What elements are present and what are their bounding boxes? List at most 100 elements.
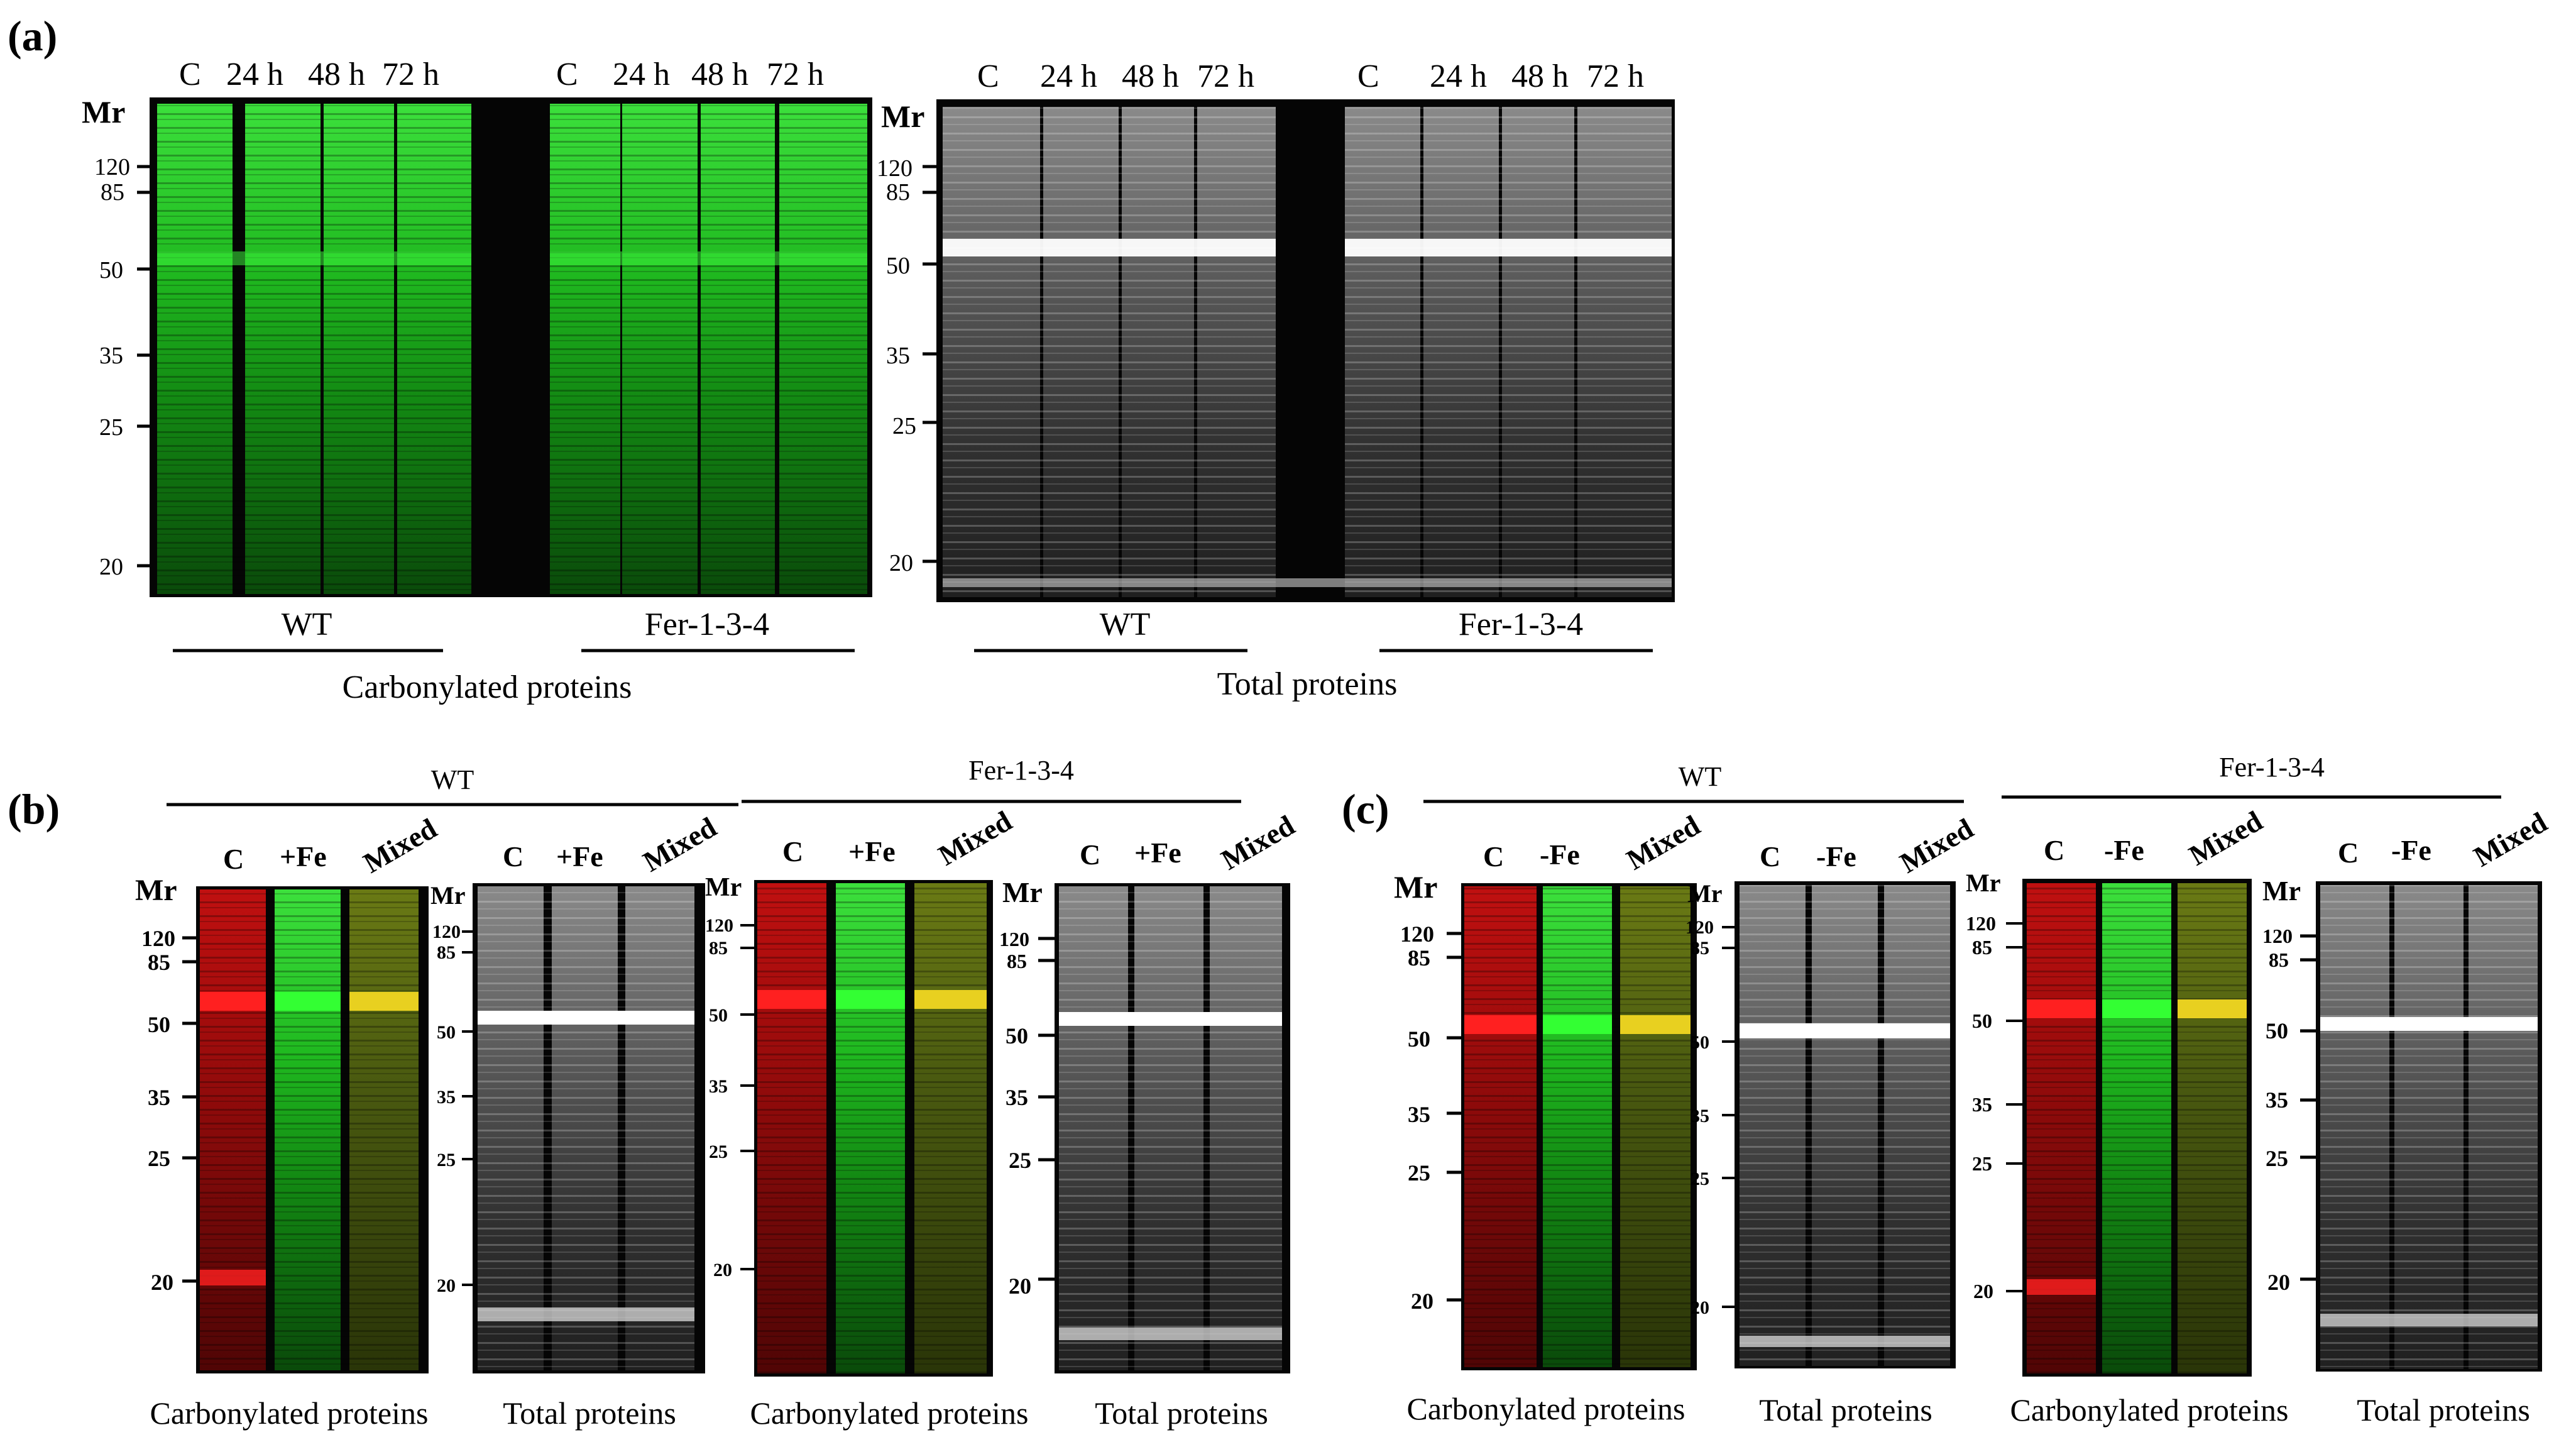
marker-label: 20	[2267, 1270, 2290, 1295]
marker-label: 25	[1408, 1160, 1430, 1186]
lane-label: 48 h	[1511, 58, 1569, 94]
marker-label: 25	[437, 1150, 456, 1170]
marker-label: 20	[437, 1275, 456, 1296]
lane-label: +Fe	[280, 840, 327, 872]
markers-b: Mr 120 85 50 35 25 20 Mr 120 85 50 35 25…	[135, 873, 1055, 1299]
lane-label: C	[1483, 840, 1504, 872]
markers-gray-a: Mr 120 85 50 35 25 20	[877, 99, 936, 576]
marker-label: 25	[1009, 1148, 1031, 1173]
lane-label: +Fe	[848, 835, 896, 867]
section-label: Carbonylated proteins	[750, 1395, 1029, 1431]
panel-a: (a) Mr 120 85 50 35 25	[8, 12, 1675, 705]
marker-label: 120	[2262, 925, 2293, 947]
group-label-wt: WT	[1100, 607, 1151, 642]
lane-label: C	[556, 57, 578, 92]
mr-label: Mr	[1002, 876, 1043, 908]
lane-label: -Fe	[1816, 840, 1856, 872]
lane-label: 72 h	[382, 57, 439, 92]
lane-label: 24 h	[1040, 58, 1097, 94]
marker-label: 20	[1973, 1280, 1993, 1302]
marker-label: 25	[99, 414, 123, 441]
section-label: Total proteins	[503, 1395, 676, 1431]
marker-label: 35	[99, 343, 123, 369]
section-label: Carbonylated proteins	[2010, 1392, 2289, 1428]
marker-label: 50	[1972, 1010, 1992, 1032]
marker-label: 120	[1400, 922, 1434, 947]
lane-labels-gray-a: C 24 h 48 h 72 h C 24 h 48 h 72 h	[977, 58, 1644, 94]
mr-label: Mr	[82, 94, 125, 129]
lane-label: Mixed	[638, 811, 722, 878]
marker-label: 20	[151, 1270, 173, 1295]
marker-label: 50	[437, 1022, 456, 1043]
section-label: Carbonylated proteins	[1407, 1391, 1685, 1426]
lane-label: C	[2338, 837, 2359, 869]
lane-labels-green-a: C 24 h 48 h 72 h C 24 h 48 h 72 h	[179, 57, 824, 92]
lane-label: -Fe	[2391, 834, 2431, 866]
lane-label: C	[1760, 840, 1780, 872]
marker-label: 120	[877, 155, 913, 182]
marker-label: 25	[2266, 1146, 2288, 1171]
marker-label: 35	[437, 1087, 456, 1108]
section-labels-c: Carbonylated proteins Total proteins Car…	[1407, 1391, 2530, 1428]
group-label-fer: Fer-1-3-4	[645, 607, 769, 642]
lane-label: C	[2044, 834, 2064, 866]
lane-label: C	[977, 58, 999, 94]
marker-label: 120	[94, 154, 130, 180]
marker-label: 120	[141, 926, 175, 951]
marker-label: 20	[99, 554, 123, 580]
marker-label: 85	[1972, 936, 1992, 959]
marker-label: 35	[148, 1085, 170, 1110]
marker-label: 35	[709, 1076, 728, 1097]
marker-label: 85	[886, 179, 910, 206]
mr-label: Mr	[1687, 879, 1723, 908]
marker-label: 35	[1691, 1106, 1709, 1126]
group-label-wt: WT	[1679, 761, 1722, 792]
panel-b-label: (b)	[8, 785, 60, 833]
section-label: Total proteins	[1759, 1392, 1932, 1428]
lane-label: Mixed	[2469, 806, 2553, 873]
panel-c: (c) WT Fer-1-3-4	[1342, 752, 2553, 1428]
marker-label: 35	[1972, 1093, 1992, 1116]
lane-label: C	[223, 843, 244, 875]
panel-c-label: (c)	[1342, 785, 1389, 833]
lane-label: +Fe	[1134, 837, 1181, 869]
marker-label: 35	[2266, 1087, 2288, 1113]
marker-label: 85	[1408, 945, 1430, 971]
marker-label: 85	[709, 938, 728, 959]
panel-b: (b) WT Fer-1-3-4	[8, 755, 1300, 1431]
lane-label: C	[1357, 58, 1379, 94]
markers-c: Mr 120 85 50 35 25 20 Mr 120 85 50 35 25…	[1394, 869, 2316, 1318]
lane-label: -Fe	[2104, 834, 2144, 866]
group-label-fer: Fer-1-3-4	[2219, 752, 2325, 783]
lane-labels-b: C +Fe Mixed C +Fe Mixed C +Fe Mixed C +F…	[223, 805, 1300, 879]
mr-label: Mr	[881, 99, 924, 134]
marker-label: 35	[1006, 1085, 1028, 1110]
marker-label: 35	[886, 343, 910, 369]
group-label-fer: Fer-1-3-4	[1459, 607, 1583, 642]
marker-label: 25	[892, 413, 916, 439]
mr-label: Mr	[430, 881, 466, 910]
section-label: Carbonylated proteins	[150, 1395, 429, 1431]
marker-label: 20	[1411, 1289, 1433, 1314]
marker-label: 120	[1685, 917, 1714, 938]
markers-green-a: Mr 120 85 50 35 25 20	[82, 94, 150, 580]
marker-label: 120	[432, 922, 461, 942]
marker-label: 120	[999, 928, 1029, 950]
marker-label: 50	[2266, 1018, 2288, 1043]
group-label-fer: Fer-1-3-4	[968, 755, 1074, 786]
marker-label: 20	[713, 1260, 732, 1280]
marker-label: 85	[2269, 949, 2289, 971]
lane-label: 24 h	[1430, 58, 1487, 94]
section-label: Total proteins	[2357, 1392, 2530, 1428]
group-label-wt: WT	[282, 607, 332, 642]
marker-label: 20	[1691, 1297, 1709, 1318]
lane-label: C	[179, 57, 201, 92]
marker-label: 85	[101, 179, 124, 206]
lane-label: 48 h	[308, 57, 365, 92]
marker-label: 20	[1009, 1274, 1031, 1299]
lane-label: 72 h	[767, 57, 824, 92]
lane-label: C	[1080, 839, 1100, 871]
marker-label: 35	[1408, 1102, 1430, 1127]
lane-label: 48 h	[691, 57, 748, 92]
